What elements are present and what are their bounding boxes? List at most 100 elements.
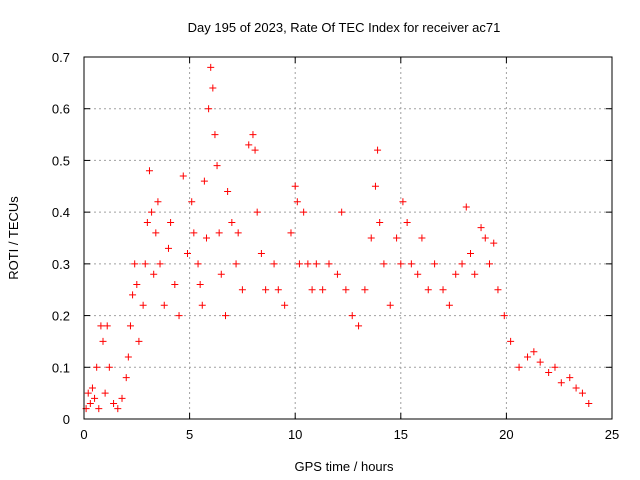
data-point [355,322,363,330]
data-point [190,229,198,237]
data-point [572,384,580,392]
data-point [97,322,105,330]
data-point [291,182,299,190]
data-point [477,224,485,232]
data-point [458,260,466,268]
data-point [452,270,460,278]
data-point [91,394,99,402]
data-point [222,312,230,320]
data-point [293,198,301,206]
data-point [145,167,153,175]
data-point [183,250,191,258]
data-point [232,260,240,268]
data-point [194,260,202,268]
data-point [95,405,103,413]
data-point [507,337,515,345]
data-point [251,146,259,154]
data-point [407,260,415,268]
data-point [88,384,96,392]
y-tick-label: 0.4 [52,205,70,220]
data-point [515,363,523,371]
data-point [399,198,407,206]
data-point [374,146,382,154]
data-point [348,312,356,320]
data-point [403,218,411,226]
x-axis-label: GPS time / hours [295,459,394,474]
data-point [486,260,494,268]
data-point [471,270,479,278]
data-point [462,203,470,211]
data-point [141,260,149,268]
data-point [300,208,308,216]
data-point [156,260,164,268]
data-point [431,260,439,268]
data-point [99,337,107,345]
data-point [414,270,422,278]
data-point [209,84,217,92]
data-point [490,239,498,247]
data-point [160,301,168,309]
y-tick-label: 0.2 [52,309,70,324]
axis-ticks: 0 5 10 15 20 25 0 0.1 0.2 0.3 0.4 0.5 0.6 0.7 [52,50,619,442]
data-point [545,368,553,376]
y-axis-label: ROTI / TECUs [6,196,21,280]
data-point [171,281,179,289]
data-point [325,260,333,268]
x-tick-label: 25 [605,427,619,442]
data-point [281,301,289,309]
data-point [122,374,130,382]
data-point [312,260,320,268]
y-tick-label: 0.3 [52,257,70,272]
x-tick-label: 5 [186,427,193,442]
data-point [274,286,282,294]
data-point [585,399,593,407]
data-point [148,208,156,216]
data-point [103,322,111,330]
data-point [439,286,447,294]
data-point [397,260,405,268]
data-point [114,405,122,413]
data-point [536,358,544,366]
data-point [105,363,113,371]
data-point [376,218,384,226]
data-point [308,286,316,294]
data-point [342,286,350,294]
data-point [202,234,210,242]
x-tick-label: 10 [288,427,302,442]
data-point [93,363,101,371]
data-point [84,389,92,397]
data-point [380,260,388,268]
data-point [445,301,453,309]
y-tick-label: 0 [63,412,70,427]
data-point [152,229,160,237]
data-point [295,260,303,268]
data-point [188,198,196,206]
data-point [131,260,139,268]
data-point [135,337,143,345]
data-point [101,389,109,397]
y-tick-label: 0.6 [52,102,70,117]
data-point [500,312,508,320]
data-point [530,348,538,356]
data-point [143,218,151,226]
data-point [418,234,426,242]
x-tick-label: 15 [394,427,408,442]
data-point [213,162,221,170]
data-point [524,353,532,361]
x-tick-label: 20 [499,427,513,442]
y-tick-label: 0.1 [52,360,70,375]
data-point [175,312,183,320]
data-point [304,260,312,268]
data-point [424,286,432,294]
data-point [319,286,327,294]
chart-title: Day 195 of 2023, Rate Of TEC Index for r… [188,20,501,35]
data-point [179,172,187,180]
data-point [196,281,204,289]
data-point [133,281,141,289]
data-point [110,399,118,407]
data-point [466,250,474,258]
data-point [211,131,219,139]
data-point [129,291,137,299]
data-point [557,379,565,387]
